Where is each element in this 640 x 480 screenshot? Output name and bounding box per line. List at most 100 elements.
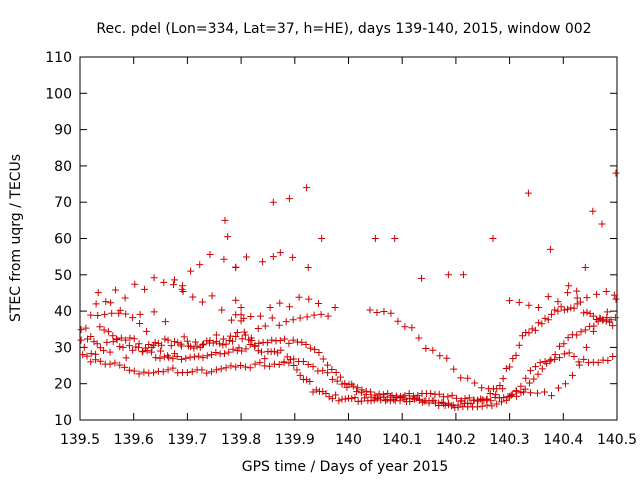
data-point	[547, 392, 555, 400]
data-point	[544, 316, 552, 324]
data-point	[102, 298, 110, 306]
data-point	[289, 253, 297, 261]
data-point	[457, 374, 465, 382]
data-point	[135, 343, 143, 351]
y-tick-label: 50	[54, 268, 72, 284]
data-point	[411, 395, 419, 403]
data-point	[229, 345, 237, 353]
data-point	[196, 261, 204, 269]
data-point	[459, 271, 467, 279]
data-point	[581, 326, 589, 334]
data-point	[125, 342, 133, 350]
data-point	[111, 286, 119, 294]
data-point	[87, 333, 95, 341]
data-point	[573, 294, 581, 302]
data-point	[573, 331, 581, 339]
data-point	[324, 369, 332, 377]
data-point	[367, 388, 375, 396]
data-point	[169, 355, 177, 363]
data-point	[256, 359, 264, 367]
data-point	[240, 314, 248, 322]
data-point	[266, 303, 274, 311]
data-point	[354, 384, 362, 392]
data-point	[96, 323, 104, 331]
data-point	[154, 339, 162, 347]
data-point	[379, 391, 387, 399]
data-point	[164, 336, 172, 344]
data-point	[332, 391, 340, 399]
data-point	[415, 396, 423, 404]
data-point	[485, 385, 493, 393]
data-point	[184, 342, 192, 350]
data-point	[551, 351, 559, 359]
data-point	[92, 350, 100, 358]
data-point	[240, 328, 248, 336]
data-point	[121, 363, 129, 371]
data-point	[190, 344, 198, 352]
data-point	[415, 334, 423, 342]
data-point	[77, 336, 85, 344]
data-point	[554, 384, 562, 392]
data-point	[575, 361, 583, 369]
data-point	[306, 378, 314, 386]
data-point	[183, 337, 191, 345]
data-point	[136, 310, 144, 318]
data-point	[580, 355, 588, 363]
x-tick-label: 139.7	[167, 432, 207, 448]
x-tick-label: 140.1	[382, 432, 422, 448]
data-point	[77, 326, 85, 334]
data-point	[212, 366, 220, 374]
data-point	[275, 360, 283, 368]
data-point	[303, 184, 311, 192]
data-point	[361, 394, 369, 402]
data-point	[246, 340, 254, 348]
data-point	[589, 327, 597, 335]
data-point	[594, 359, 602, 367]
data-point	[131, 280, 139, 288]
data-point	[140, 368, 148, 376]
data-point	[282, 318, 290, 326]
data-point	[538, 365, 546, 373]
data-point	[94, 311, 102, 319]
data-point	[324, 361, 332, 369]
data-point	[227, 362, 235, 370]
data-point	[193, 342, 201, 350]
data-point	[116, 361, 124, 369]
y-tick-label: 100	[45, 86, 72, 102]
data-point	[387, 309, 395, 317]
data-point	[345, 380, 353, 388]
data-point	[237, 311, 245, 319]
y-tick-label: 20	[54, 377, 72, 393]
data-point	[268, 336, 276, 344]
data-point	[122, 336, 130, 344]
data-point	[512, 351, 520, 359]
data-point	[269, 198, 277, 206]
data-point	[486, 390, 494, 398]
data-point	[506, 297, 514, 305]
data-point	[303, 313, 311, 321]
data-point	[218, 306, 226, 314]
data-point	[256, 312, 264, 320]
data-point	[483, 401, 491, 409]
data-point	[289, 316, 297, 324]
data-point	[384, 390, 392, 398]
data-point	[143, 327, 151, 335]
data-point	[220, 255, 228, 263]
data-point	[129, 346, 137, 354]
data-point	[534, 370, 542, 378]
data-point	[531, 326, 539, 334]
data-point	[560, 350, 568, 358]
data-point	[452, 394, 460, 402]
data-point	[493, 385, 501, 393]
data-point	[130, 335, 138, 343]
data-point	[96, 357, 104, 365]
data-point	[150, 274, 158, 282]
data-point	[104, 328, 112, 336]
data-point	[435, 390, 443, 398]
data-point	[285, 303, 293, 311]
data-point	[171, 350, 179, 358]
data-point	[609, 352, 617, 360]
data-point	[370, 396, 378, 404]
data-point	[87, 350, 95, 358]
data-point	[220, 350, 228, 358]
